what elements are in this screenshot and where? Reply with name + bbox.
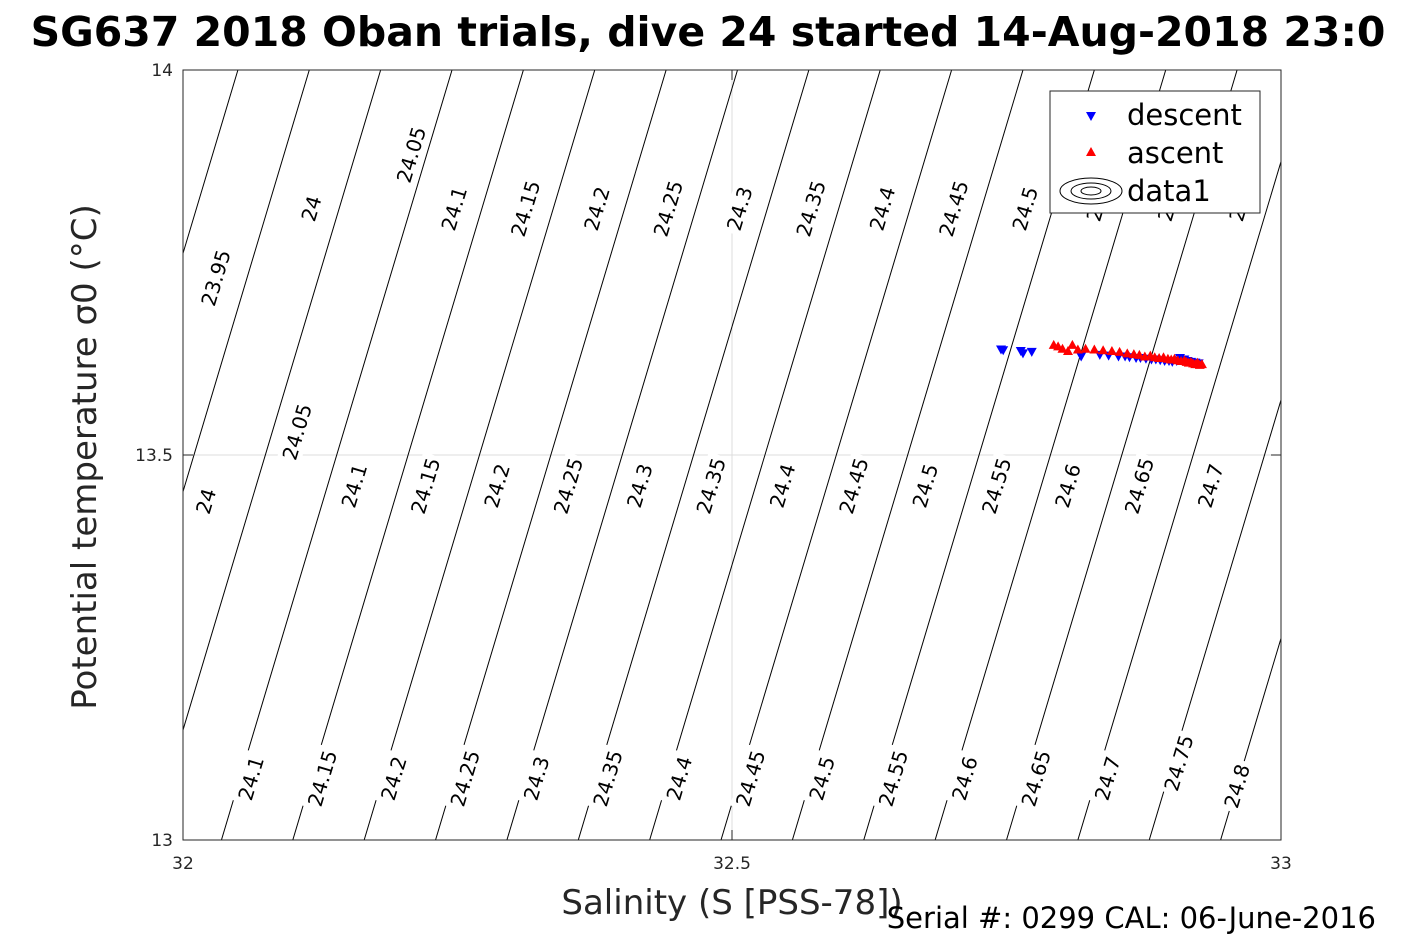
legend-box [1049,90,1261,214]
x-tick-label: 32 [172,854,194,874]
isopycnal-line [183,70,310,494]
legend-ascent-marker [1086,147,1096,156]
ascent-point [1067,339,1078,349]
legend-ascent-label: ascent [1127,136,1223,170]
ascent-point [1062,346,1073,356]
x-axis-label: Salinity (S [PSS-78]) [561,883,902,923]
ascent-point [1072,344,1083,354]
isopycnal-line [649,70,881,840]
ascent-point [1057,343,1068,353]
y-axis-label: Potential temperature σ0 (°C) [65,204,105,710]
y-tick-label: 13.5 [135,446,173,466]
isopycnal-line [791,70,1024,840]
ascent-point [1122,348,1133,358]
isopycnal-line [363,70,596,840]
descent-point [1076,352,1087,362]
isopycnal-line [183,70,239,256]
isopycnal-line [506,70,738,840]
descent-point [1026,347,1037,357]
axis-ticks: 32 32.5 33 13 13.5 14 [135,61,1292,874]
isopycnal-line [183,70,382,732]
legend: descent ascent data1 [1049,90,1261,214]
x-tick-label: 32.5 [713,854,751,874]
legend-contour-icon [1059,177,1123,205]
contour-label: 24.4 [863,180,902,237]
ascent-point [1134,349,1145,359]
y-tick-label: 13 [151,831,173,851]
isopycnal-line [577,70,810,840]
descent-point [998,346,1009,356]
legend-descent-label: descent [1127,98,1242,132]
ascent-point [1196,359,1207,369]
isopycnal-line [1148,398,1281,840]
y-tick-label: 14 [151,61,173,81]
legend-descent-marker [1086,112,1096,121]
isopycnal-line [292,70,524,840]
ascent-point [1106,346,1117,356]
serial-calibration-note: Serial #: 0299 CAL: 06-June-2016 [887,901,1376,935]
data-points [996,339,1207,369]
isopycnal-line [1220,636,1281,840]
chart-title: SG637 2018 Oban trials, dive 24 started … [31,8,1386,56]
isopycnal-line [1077,159,1281,840]
isopycnal-line [435,70,667,840]
ascent-point [1098,345,1109,355]
isopycnal-line [720,70,953,840]
ascent-point [1114,346,1125,356]
isopycnal-line [220,70,453,840]
legend-data1-label: data1 [1127,174,1211,208]
descent-point [1017,349,1028,359]
ascent-point [1089,344,1100,354]
ascent-point [1080,343,1091,353]
x-tick-label: 33 [1270,854,1292,874]
